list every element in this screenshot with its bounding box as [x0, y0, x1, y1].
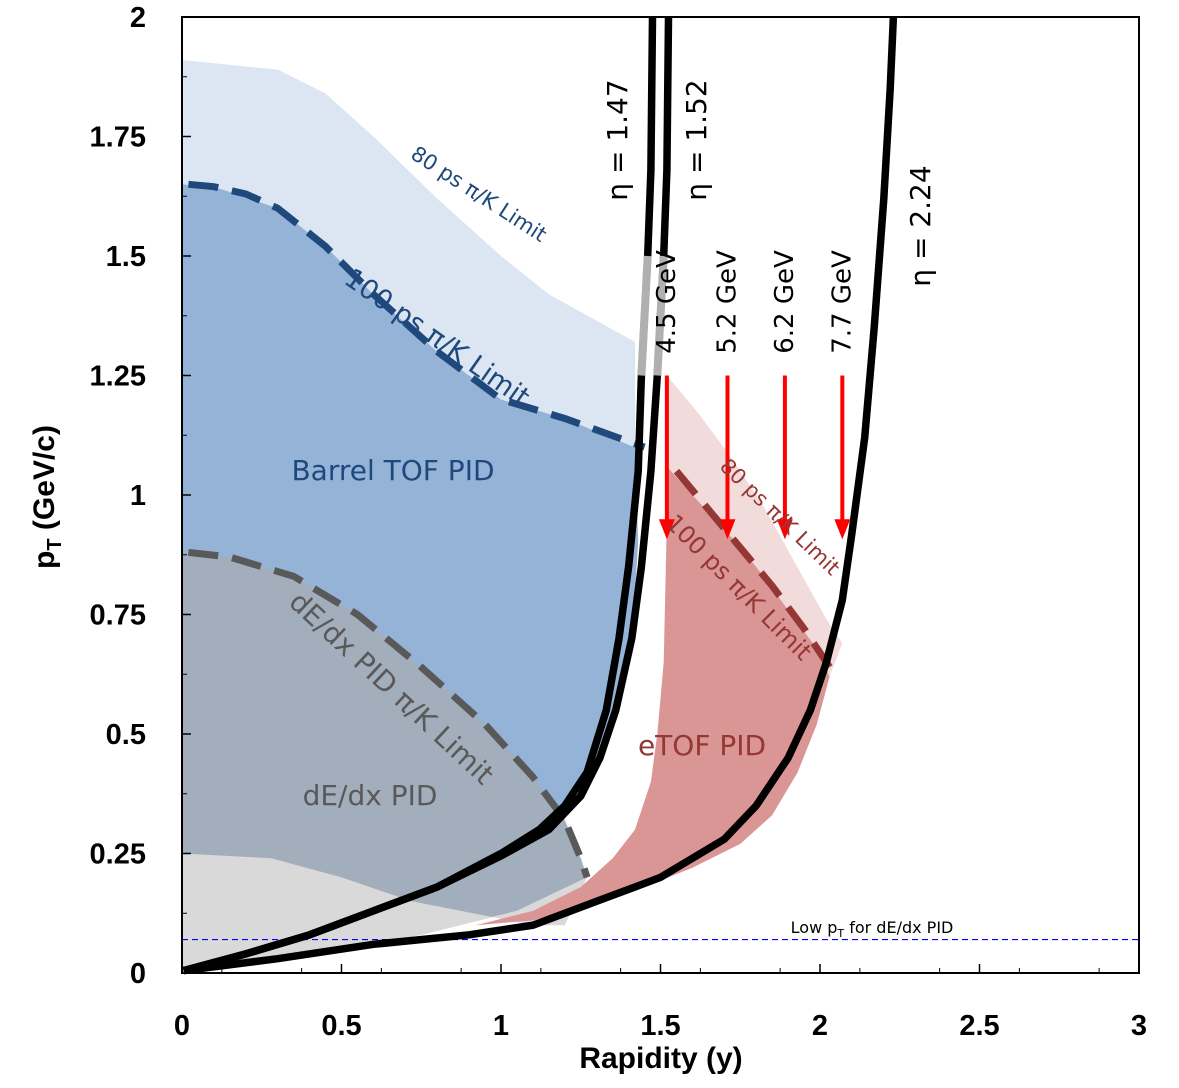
x-tick-label: 2.5	[959, 1010, 999, 1042]
barrel-tof-label: Barrel TOF PID	[291, 454, 494, 487]
eta-label: η = 1.52	[680, 79, 713, 200]
energy-arrow-head	[834, 519, 851, 540]
eta-label: η = 1.47	[601, 79, 634, 200]
y-tick-label: 0	[130, 958, 146, 990]
x-tick-label: 3	[1131, 1010, 1147, 1042]
eta-label: η = 2.24	[904, 165, 937, 286]
energy-label: 4.5 GeV	[652, 250, 682, 354]
eta-curve-2-24	[183, 16, 898, 975]
energy-arrows: 4.5 GeV 5.2 GeV 6.2 GeV 7.7 GeV	[652, 250, 857, 540]
y-tick-label: 1.75	[90, 122, 146, 154]
y-axis-title: pT (GeV/c)	[28, 425, 66, 569]
x-tick-label: 0	[174, 1010, 190, 1042]
pi-k-limit-curves	[188, 180, 833, 879]
x-tick-label: 0.5	[321, 1010, 361, 1042]
x-tick-label: 1	[493, 1010, 509, 1042]
lowpt-label-sub: T	[836, 927, 844, 940]
y-tick-label: 2	[130, 2, 146, 34]
y-tick-label: 0.25	[90, 839, 146, 871]
energy-arrow-head	[658, 519, 675, 540]
axis-ticks: 0 0.5 1 1.5 2 2.5 3 0 0.25 0.5 0.75 1 1.25 1.5 1.75 2	[90, 2, 1148, 1042]
y-axis-title-sub: T	[44, 538, 66, 550]
eta-curve-gray-segment	[637, 255, 652, 376]
region-etof-pid	[475, 466, 830, 926]
y-axis-title-unit: (GeV/c)	[28, 425, 61, 538]
x-tick-label: 2	[812, 1010, 828, 1042]
dedx-label: dE/dx PID	[303, 779, 438, 812]
limit-curve-100-ps-barrel	[188, 180, 646, 451]
energy-arrow-head	[719, 519, 736, 540]
lowpt-label: Low pT for dE/dx PID	[791, 918, 954, 940]
etof-label: eTOF PID	[638, 729, 766, 762]
y-tick-label: 0.5	[106, 719, 146, 751]
energy-label: 7.7 GeV	[827, 250, 857, 354]
eta-curves: η = 1.47 η = 1.52 η = 2.24	[182, 16, 937, 975]
y-tick-label: 1.5	[106, 241, 146, 273]
lowpt-label-prefix: Low p	[791, 918, 838, 937]
energy-label: 6.2 GeV	[770, 250, 800, 354]
y-axis-title-main: p	[28, 551, 61, 569]
y-tick-label: 1.25	[90, 361, 146, 393]
x-tick-label: 1.5	[640, 1010, 680, 1042]
limit-curve-de-dx-limit	[188, 548, 591, 879]
energy-label: 5.2 GeV	[712, 250, 742, 354]
region-80-ps-endcap	[666, 375, 843, 677]
x-axis-title: Rapidity (y)	[579, 1042, 742, 1075]
energy-arrow-head	[776, 519, 793, 540]
eta-curve-gray-segment	[653, 255, 668, 376]
y-tick-label: 0.75	[90, 600, 146, 632]
region-80-ps-barrel	[182, 60, 635, 448]
lowpt-label-suffix: for dE/dx PID	[844, 918, 953, 937]
y-tick-label: 1	[130, 480, 146, 512]
